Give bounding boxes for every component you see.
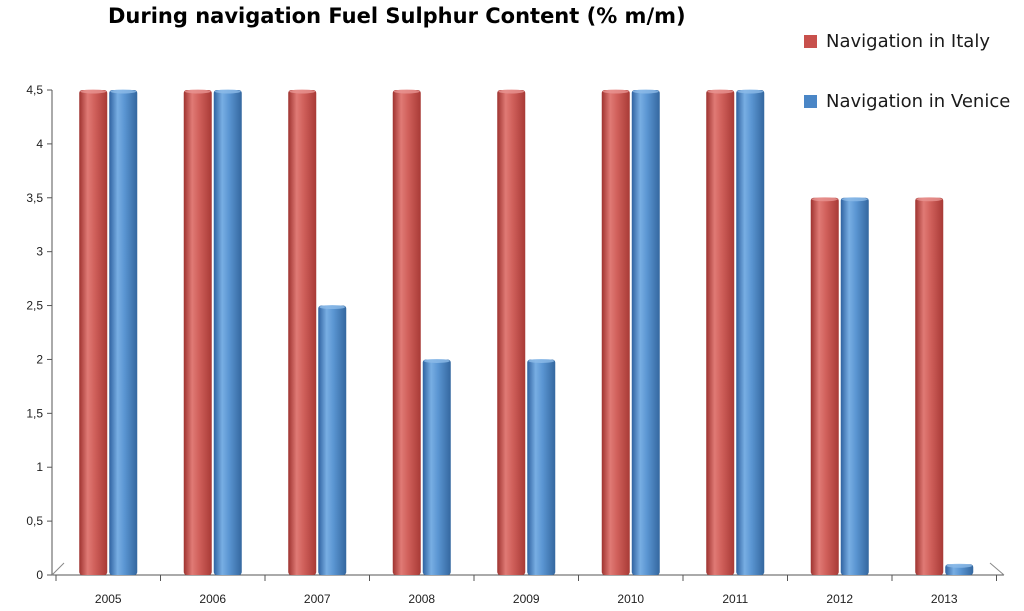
y-tick-label: 3 bbox=[36, 245, 43, 259]
legend-swatch-italy bbox=[804, 34, 817, 48]
x-tick-label: 2006 bbox=[199, 592, 226, 606]
x-tick-label: 2012 bbox=[826, 592, 853, 606]
bar-cap bbox=[841, 197, 868, 202]
y-tick-label: 1,5 bbox=[26, 406, 43, 420]
bar-venice-2005 bbox=[109, 90, 138, 575]
bar-cap bbox=[707, 89, 734, 94]
bar-italy-2005 bbox=[79, 90, 108, 575]
bar-venice-2007 bbox=[318, 305, 347, 575]
bar-cap bbox=[214, 89, 241, 94]
bar-cap bbox=[110, 89, 137, 94]
bar-cap bbox=[811, 197, 838, 202]
x-tick-label: 2005 bbox=[95, 592, 122, 606]
y-tick-label: 4,5 bbox=[26, 83, 43, 97]
bar-cap bbox=[498, 89, 525, 94]
bar-italy-2012 bbox=[810, 197, 839, 575]
y-tick-label: 0 bbox=[36, 568, 43, 582]
bar-italy-2007 bbox=[288, 90, 317, 575]
bar-cap bbox=[393, 89, 420, 94]
y-tick-label: 1 bbox=[36, 460, 43, 474]
bar-italy-2013 bbox=[915, 197, 944, 575]
x-tick-label: 2009 bbox=[513, 592, 540, 606]
chart-legend: Navigation in Italy Navigation in Venice bbox=[804, 26, 1010, 146]
bar-cap bbox=[80, 89, 107, 94]
y-tick-label: 4 bbox=[36, 137, 43, 151]
legend-item-venice: Navigation in Venice bbox=[804, 86, 1010, 116]
bar-italy-2006 bbox=[183, 90, 212, 575]
floor-edge-left bbox=[51, 562, 65, 576]
bar-cap bbox=[289, 89, 316, 94]
bar-venice-2008 bbox=[422, 359, 451, 575]
legend-swatch-venice bbox=[804, 94, 817, 108]
legend-item-italy: Navigation in Italy bbox=[804, 26, 1010, 56]
y-tick-label: 0,5 bbox=[26, 514, 43, 528]
bar-cap bbox=[528, 358, 555, 363]
legend-label-italy: Navigation in Italy bbox=[826, 30, 990, 52]
bar-cap bbox=[184, 89, 211, 94]
x-tick-label: 2008 bbox=[408, 592, 435, 606]
bar-venice-2011 bbox=[736, 90, 765, 575]
bar-italy-2008 bbox=[392, 90, 421, 575]
x-tick-label: 2013 bbox=[931, 592, 958, 606]
y-tick-label: 2,5 bbox=[26, 299, 43, 313]
bar-italy-2009 bbox=[497, 90, 526, 575]
bar-cap bbox=[946, 563, 973, 568]
bar-venice-2010 bbox=[631, 90, 660, 575]
bar-italy-2011 bbox=[706, 90, 735, 575]
bar-cap bbox=[319, 305, 346, 310]
floor-edge-right bbox=[989, 562, 1005, 576]
bar-italy-2010 bbox=[601, 90, 630, 575]
bar-venice-2006 bbox=[213, 90, 242, 575]
bar-venice-2012 bbox=[840, 197, 869, 575]
y-tick-label: 2 bbox=[36, 352, 43, 366]
x-tick-label: 2011 bbox=[722, 592, 748, 606]
bar-cap bbox=[916, 197, 943, 202]
x-tick-label: 2010 bbox=[617, 592, 644, 606]
bar-cap bbox=[737, 89, 764, 94]
chart-title: During navigation Fuel Sulphur Content (… bbox=[108, 4, 686, 28]
x-tick-label: 2007 bbox=[304, 592, 331, 606]
bar-venice-2009 bbox=[527, 359, 556, 575]
bar-cap bbox=[602, 89, 629, 94]
bar-cap bbox=[632, 89, 659, 94]
legend-label-venice: Navigation in Venice bbox=[826, 90, 1011, 112]
bar-cap bbox=[423, 358, 450, 363]
y-tick-label: 3,5 bbox=[26, 191, 43, 205]
